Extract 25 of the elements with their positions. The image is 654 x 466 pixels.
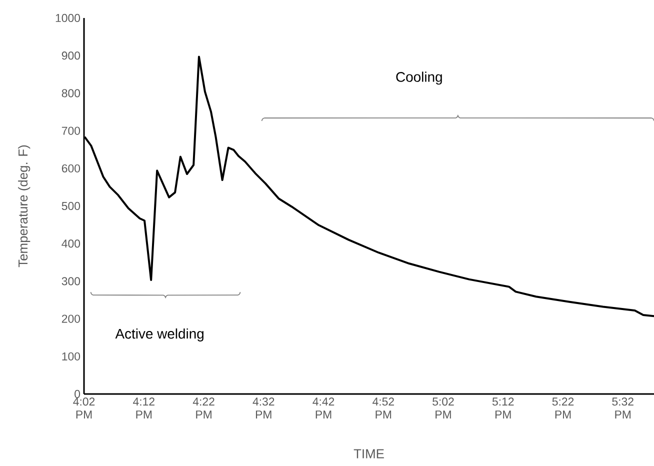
- y-tick-label: 500: [62, 202, 80, 210]
- y-tick-label: 300: [62, 277, 80, 286]
- x-tick-label: 4:42 PM: [312, 398, 334, 418]
- y-tick-label: 400: [62, 240, 80, 248]
- x-axis-title: TIME: [354, 449, 384, 458]
- x-tick-label: 4:22 PM: [192, 398, 214, 418]
- annotation: Active welding: [115, 328, 204, 342]
- y-tick-label: 800: [62, 89, 80, 98]
- x-tick-label: 4:12 PM: [133, 398, 154, 418]
- x-tick-label: 5:12 PM: [492, 398, 514, 418]
- y-axis-title: Temperature (deg. F): [18, 145, 30, 268]
- annotation: Cooling: [396, 72, 442, 85]
- y-tick-label: 100: [62, 352, 80, 360]
- y-tick-label: 200: [62, 314, 80, 323]
- y-tick-label: 600: [62, 164, 80, 172]
- x-tick-label: 4:52 PM: [372, 398, 394, 418]
- y-tick-label: 700: [62, 126, 80, 135]
- y-tick-label: 0: [74, 390, 80, 398]
- y-tick-label: 900: [62, 52, 80, 60]
- x-tick-label: 4:32 PM: [252, 398, 274, 418]
- x-tick-label: 4:02 PM: [73, 398, 95, 418]
- x-tick-label: 5:02 PM: [432, 398, 454, 418]
- y-tick-label: 1000: [56, 14, 80, 22]
- x-tick-label: 5:22 PM: [552, 398, 574, 418]
- x-tick-label: 5:32 PM: [612, 398, 634, 418]
